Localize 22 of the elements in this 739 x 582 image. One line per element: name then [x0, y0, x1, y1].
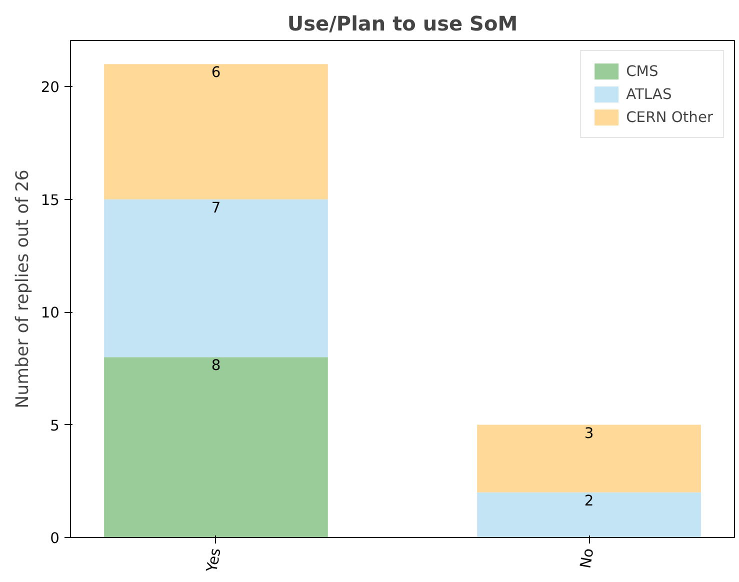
legend-label: ATLAS [626, 86, 672, 102]
data-label: 7 [211, 199, 221, 216]
bar [477, 424, 701, 492]
data-label: 8 [211, 357, 221, 374]
bar [477, 492, 701, 538]
data-label: 3 [584, 424, 594, 442]
legend-label: CERN Other [626, 108, 713, 126]
x-tick-label: Yes [203, 547, 224, 574]
y-tick-label: 5 [50, 417, 60, 434]
y-tick-label: 0 [50, 530, 60, 547]
legend-label: CMS [626, 62, 658, 80]
y-tick-label: 15 [40, 192, 60, 209]
y-tick-label: 10 [40, 304, 60, 322]
x-tick-label: No [577, 547, 598, 570]
bar [104, 199, 328, 358]
bar [104, 357, 328, 538]
y-axis-title: Number of replies out of 26 [12, 170, 33, 408]
y-tick-label: 20 [40, 79, 60, 96]
data-label: 6 [211, 64, 221, 82]
bar [104, 64, 328, 200]
data-label: 2 [584, 492, 594, 510]
chart-title: Use/Plan to use SoM [287, 12, 518, 36]
